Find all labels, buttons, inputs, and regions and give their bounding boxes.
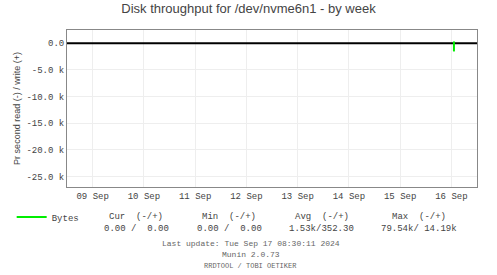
svg-text:16 Sep: 16 Sep [435, 192, 467, 202]
svg-text:13 Sep: 13 Sep [281, 192, 313, 202]
svg-text:10 Sep: 10 Sep [128, 192, 160, 202]
svg-text:15 Sep: 15 Sep [384, 192, 416, 202]
svg-text:-5.0 k: -5.0 k [32, 66, 64, 76]
svg-text:-25.0 k: -25.0 k [26, 173, 64, 183]
svg-text:79.54k/ 14.19k: 79.54k/ 14.19k [381, 224, 457, 234]
svg-text:Last update: Tue Sep 17 08:30:: Last update: Tue Sep 17 08:30:11 2024 [162, 239, 340, 248]
svg-text:-10.0 k: -10.0 k [26, 93, 64, 103]
svg-text:Disk throughput for /dev/nvme6: Disk throughput for /dev/nvme6n1 - by we… [121, 1, 376, 16]
svg-text:11 Sep: 11 Sep [179, 192, 211, 202]
svg-text:14 Sep: 14 Sep [333, 192, 365, 202]
svg-text:Munin 2.0.73: Munin 2.0.73 [222, 250, 280, 259]
svg-text:Cur (-/+): Cur (-/+) [109, 212, 163, 222]
svg-text:Pr second read (-) / write (+): Pr second read (-) / write (+) [12, 52, 22, 165]
svg-text:12 Sep: 12 Sep [230, 192, 262, 202]
svg-text:Avg (-/+): Avg (-/+) [295, 212, 349, 222]
svg-text:0.00 / 0.00: 0.00 / 0.00 [104, 224, 169, 234]
svg-text:-15.0 k: -15.0 k [26, 119, 64, 129]
svg-text:0.00 / 0.00: 0.00 / 0.00 [197, 224, 262, 234]
svg-text:09 Sep: 09 Sep [76, 192, 108, 202]
svg-text:RRDTOOL / TOBI OETIKER: RRDTOOL / TOBI OETIKER [204, 262, 297, 270]
svg-text:1.53k/352.30: 1.53k/352.30 [289, 224, 354, 234]
svg-text:-20.0 k: -20.0 k [26, 146, 64, 156]
svg-text:0.0: 0.0 [48, 39, 64, 49]
svg-text:Min (-/+): Min (-/+) [202, 212, 256, 222]
svg-text:Bytes: Bytes [52, 214, 79, 224]
svg-text:Max (-/+): Max (-/+) [392, 212, 446, 222]
